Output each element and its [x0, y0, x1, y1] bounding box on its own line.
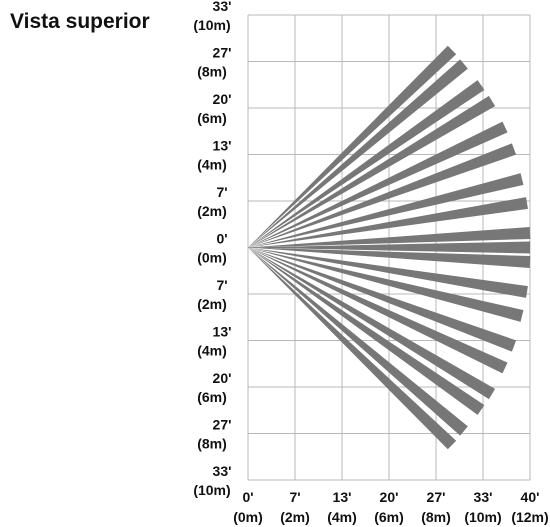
beam: [248, 247, 528, 298]
beam: [248, 247, 457, 450]
y-label-m: (2m): [197, 296, 227, 312]
y-label-ft: 7': [216, 184, 227, 200]
beam: [248, 173, 524, 248]
y-label-m: (4m): [197, 157, 227, 173]
y-label-ft: 20': [213, 370, 232, 386]
y-label-m: (10m): [193, 17, 230, 33]
x-label-ft: 33': [474, 489, 493, 505]
x-label-ft: 27': [427, 489, 446, 505]
beam: [248, 80, 485, 248]
y-label-ft: 27': [213, 417, 232, 433]
y-label-ft: 7': [216, 277, 227, 293]
beam: [248, 121, 508, 248]
y-label-ft: 13': [213, 324, 232, 340]
beam: [248, 247, 468, 436]
beam: [248, 197, 528, 248]
beam: [248, 227, 531, 248]
x-label-m: (4m): [327, 509, 357, 525]
x-label-m: (12m): [511, 509, 548, 525]
beam: [248, 247, 508, 374]
x-label-ft: 40': [521, 489, 540, 505]
x-label-ft: 7': [289, 489, 300, 505]
beam: [248, 95, 496, 248]
beam: [248, 247, 496, 400]
x-label-m: (8m): [421, 509, 451, 525]
x-label-m: (2m): [280, 509, 310, 525]
y-label-ft: 20': [213, 91, 232, 107]
y-label-m: (8m): [197, 436, 227, 452]
y-label-ft: 27': [213, 45, 232, 61]
y-label-ft: 0': [216, 231, 227, 247]
y-label-m: (4m): [197, 343, 227, 359]
beams: [248, 45, 531, 450]
labels: 33' (10m) 27' (8m) 20' (6m) 13' (4m) 7' (2m) 0' (0m…: [193, 0, 548, 525]
y-label-ft: 13': [213, 138, 232, 154]
y-label-m: (6m): [197, 110, 227, 126]
beam: [248, 241, 530, 254]
y-label-m: (6m): [197, 389, 227, 405]
x-label-m: (10m): [464, 509, 501, 525]
beam: [248, 247, 531, 268]
x-label-m: (0m): [233, 509, 263, 525]
y-label-m: (2m): [197, 203, 227, 219]
y-label-ft: 33': [213, 463, 232, 479]
title: Vista superior: [10, 10, 150, 33]
x-label-m: (6m): [374, 509, 404, 525]
x-label-ft: 0': [242, 489, 253, 505]
beam: [248, 247, 517, 352]
x-label-ft: 20': [380, 489, 399, 505]
x-label-ft: 13': [333, 489, 352, 505]
y-label-m: (0m): [197, 250, 227, 266]
y-label-m: (10m): [193, 482, 230, 498]
y-label-ft: 33': [213, 0, 232, 14]
beam: [248, 59, 468, 248]
beam: [248, 45, 457, 248]
beam: [248, 247, 524, 322]
beam: [248, 247, 485, 415]
y-label-m: (8m): [197, 64, 227, 80]
beam: [248, 143, 517, 248]
